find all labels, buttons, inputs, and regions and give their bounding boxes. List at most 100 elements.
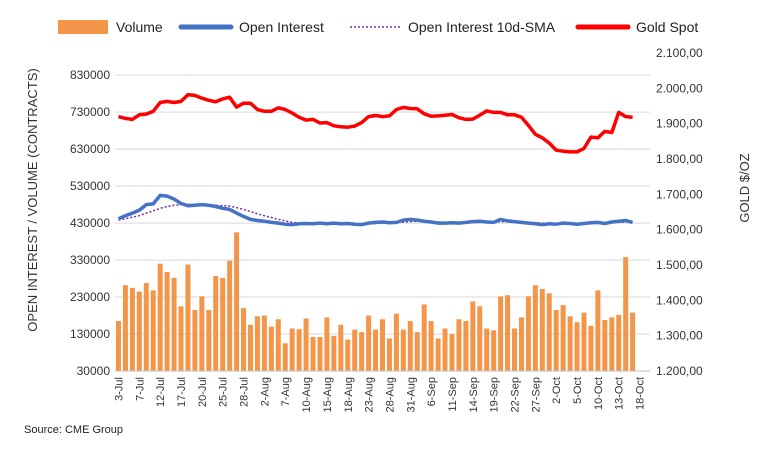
x-tick-label: 6-Sep (426, 377, 438, 406)
volume-bar (567, 316, 573, 371)
y-left-tick-label: 230000 (70, 290, 110, 304)
axes: 30000 130000 230000 330000 430000 530000 63000… (70, 46, 703, 412)
x-tick-label: 7-Aug (280, 377, 292, 406)
volume-bar (241, 308, 247, 371)
volume-bar (366, 315, 372, 371)
volume-bar (164, 271, 170, 371)
x-tick-label: 28-Jul (239, 377, 251, 407)
volume-bar (275, 319, 281, 371)
x-tick-label: 13-Oct (614, 377, 626, 410)
y-right-tick-label: 1.500,00 (656, 258, 703, 272)
y-left-tick-label: 830000 (70, 68, 110, 82)
volume-bar (442, 328, 448, 371)
legend-label: Volume (116, 19, 163, 35)
y-axis-left-label: OPEN INTEREST / VOLUME (CONTRACTS) (25, 68, 40, 331)
series-lines (117, 92, 634, 227)
volume-bar (324, 317, 330, 371)
x-tick-label: 7-Jul (134, 377, 146, 401)
volume-bar (247, 324, 253, 371)
x-tick-label: 3-Jul (113, 377, 125, 401)
volume-bar (574, 322, 580, 371)
x-tick-label: 10-Aug (301, 377, 313, 412)
volume-bar (393, 313, 399, 371)
y-right-tick-label: 2.000,00 (656, 81, 703, 95)
y-right-tick-label: 1.300,00 (656, 329, 703, 343)
y-right-tick-label: 1.200,00 (656, 364, 703, 378)
volume-bar (477, 306, 483, 371)
volume-bar (115, 321, 121, 371)
volume-bar (379, 319, 386, 371)
y-right-tick-label: 1.400,00 (656, 293, 703, 307)
x-tick-label: 10-Oct (593, 377, 605, 410)
volume-bar (268, 326, 274, 371)
open-interest-line (117, 193, 634, 227)
volume-bar (407, 321, 413, 371)
volume-bar (234, 232, 240, 371)
volume-bar (498, 296, 504, 371)
y-left-tick-label: 130000 (70, 327, 110, 341)
volume-bar (220, 277, 226, 371)
volume-bar (609, 317, 615, 371)
volume-bar (414, 332, 420, 371)
x-tick-label: 22-Sep (510, 377, 522, 412)
volume-bar (317, 336, 323, 371)
x-tick-label: 20-Jul (197, 377, 209, 407)
volume-bar (553, 309, 559, 371)
y-left-tick-label: 30000 (77, 364, 111, 378)
volume-bar (213, 275, 219, 371)
volume-bar (254, 316, 260, 371)
volume-bar (185, 264, 191, 371)
volume-bar (157, 263, 163, 371)
volume-bar (588, 325, 594, 371)
volume-bar (532, 285, 538, 371)
volume-bar (449, 334, 455, 371)
volume-bar (435, 338, 441, 371)
x-tick-label: 18-Aug (343, 377, 355, 412)
legend-label: Gold Spot (636, 19, 698, 35)
volume-bar (345, 339, 351, 371)
x-tick-label: 18-Oct (635, 377, 647, 410)
volume-bar (400, 329, 406, 371)
volume-bar (359, 332, 365, 371)
legend-label: Open Interest (239, 19, 324, 35)
volume-bar (518, 317, 524, 371)
y-right-tick-label: 1.600,00 (656, 223, 703, 237)
gold-spot-line (118, 92, 633, 154)
x-tick-label: 15-Aug (322, 377, 334, 412)
volume-bar (505, 295, 511, 371)
x-tick-label: 25-Jul (218, 377, 230, 407)
x-tick-label: 19-Sep (489, 377, 501, 412)
x-tick-label: 31-Aug (405, 377, 417, 412)
legend-swatch-volume (58, 20, 108, 34)
volume-bar (129, 287, 135, 371)
volume-bar (261, 315, 267, 371)
volume-bar (484, 328, 490, 371)
x-tick-label: 14-Sep (468, 377, 480, 412)
volume-bar (122, 285, 128, 371)
volume-bar (338, 324, 344, 371)
volume-bar (171, 277, 177, 371)
volume-bar (296, 329, 302, 371)
volume-bar (616, 314, 622, 371)
volume-bar (525, 296, 531, 371)
y-left-tick-label: 730000 (70, 105, 110, 119)
x-tick-label: 17-Jul (176, 377, 188, 407)
volume-bar (199, 296, 205, 371)
y-left-tick-label: 330000 (70, 253, 110, 267)
volume-bar (227, 260, 233, 371)
y-axis-right-label: GOLD $/OZ (737, 153, 752, 222)
volume-bar (456, 319, 462, 371)
x-tick-label: 28-Aug (384, 377, 396, 412)
volume-bar (289, 328, 295, 371)
x-tick-label: 23-Aug (364, 377, 376, 412)
volume-bar (512, 328, 518, 371)
legend: Volume Open Interest Open Interest 10d-SMA… (58, 19, 698, 35)
y-right-tick-label: 1.900,00 (656, 117, 703, 131)
legend-label: Open Interest 10d-SMA (408, 19, 556, 35)
x-tick-label: 5-Oct (572, 377, 584, 404)
volume-bar (331, 335, 337, 371)
volume-bar (421, 304, 427, 371)
y-left-tick-label: 530000 (70, 179, 110, 193)
volume-bar (546, 293, 552, 371)
